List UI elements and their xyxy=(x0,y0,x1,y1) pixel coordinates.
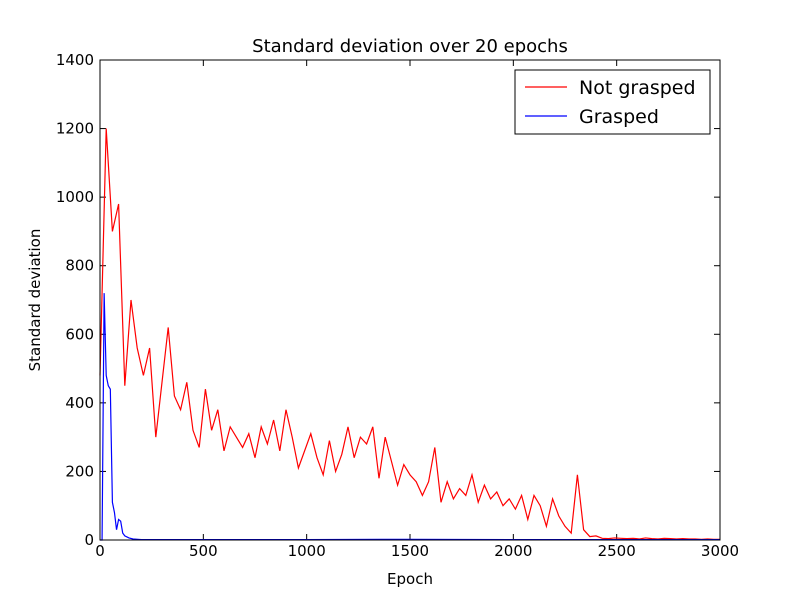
legend-label: Grasped xyxy=(579,106,659,128)
x-tick-label: 3000 xyxy=(701,542,739,560)
x-tick-label: 0 xyxy=(95,542,105,560)
y-tick-label: 600 xyxy=(65,325,94,343)
y-tick-label: 1000 xyxy=(56,188,94,206)
y-tick-label: 1400 xyxy=(56,51,94,69)
y-tick-label: 400 xyxy=(65,394,94,412)
chart-title: Standard deviation over 20 epochs xyxy=(252,36,568,57)
data-line xyxy=(100,293,720,541)
x-tick-label: 500 xyxy=(189,542,218,560)
legend-label: Not grasped xyxy=(579,77,696,99)
y-tick-label: 0 xyxy=(84,531,94,549)
y-tick-label: 1200 xyxy=(56,120,94,138)
x-axis-label: Epoch xyxy=(387,570,433,588)
y-tick-label: 200 xyxy=(65,462,94,480)
y-axis-label: Standard deviation xyxy=(26,229,44,372)
y-tick-label: 800 xyxy=(65,257,94,275)
x-tick-label: 1500 xyxy=(391,542,429,560)
x-tick-label: 2500 xyxy=(598,542,636,560)
data-line xyxy=(99,128,720,540)
plot-frame xyxy=(99,59,721,541)
x-tick-label: 1000 xyxy=(288,542,326,560)
legend-box xyxy=(514,69,711,135)
x-tick-label: 2000 xyxy=(494,542,532,560)
